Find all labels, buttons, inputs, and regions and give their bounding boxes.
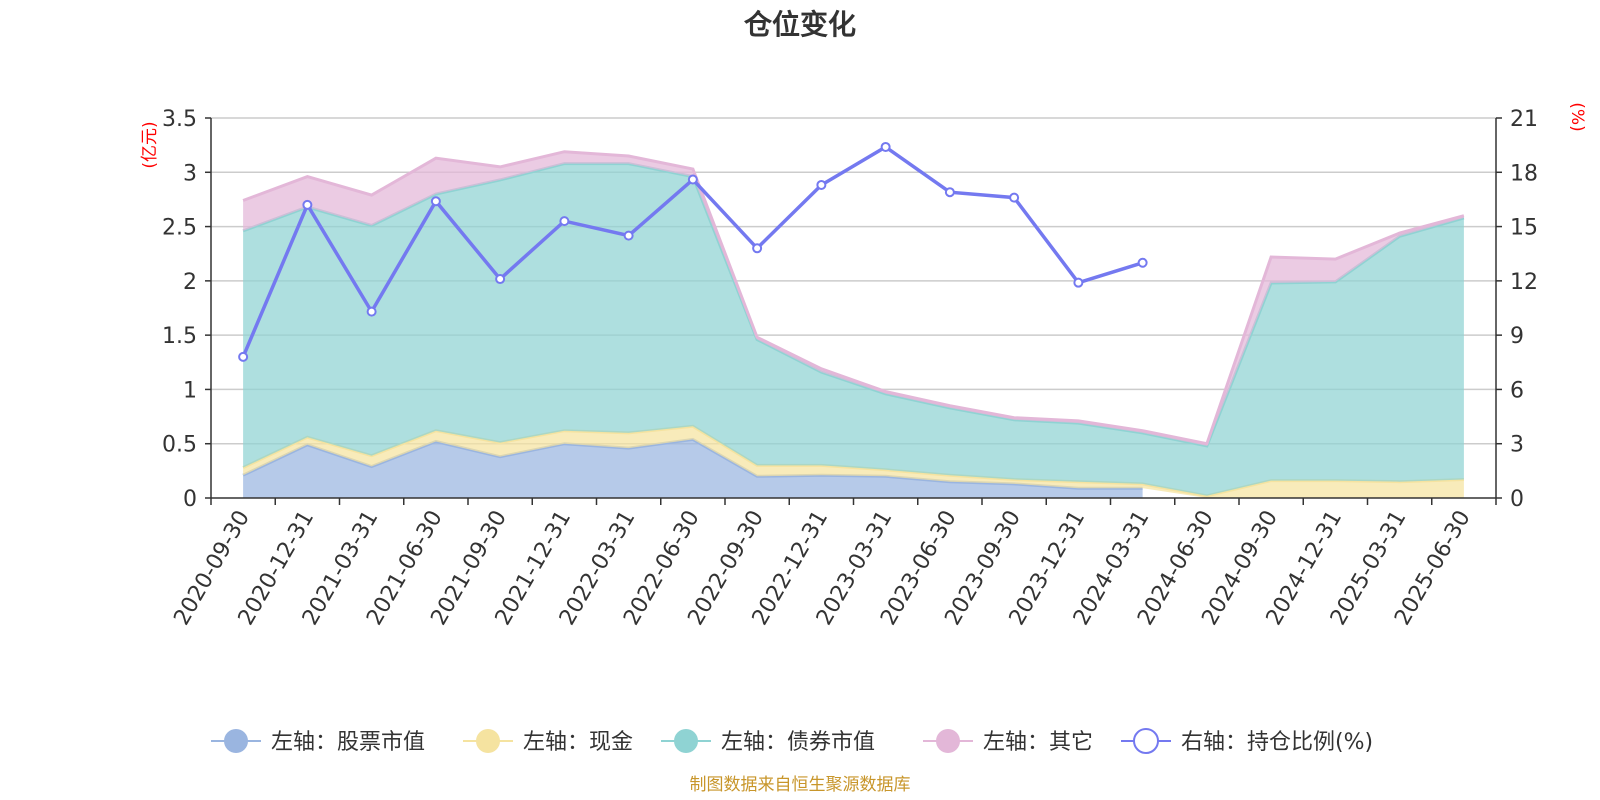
left-axis-unit: (亿元)	[140, 121, 160, 168]
area-line-4	[242, 150, 1465, 446]
right-tick-label: 0	[1510, 487, 1524, 512]
legend-label: 左轴：债券市值	[721, 730, 875, 755]
right-tick-label: 9	[1510, 324, 1524, 349]
left-tick-label: 2	[183, 270, 197, 295]
left-tick-label: 1	[183, 378, 197, 403]
legend-item: 左轴：现金	[463, 729, 633, 755]
ratio-point	[238, 351, 249, 362]
ratio-point	[944, 187, 955, 198]
legend-label: 左轴：其它	[983, 730, 1093, 755]
right-axis-unit: (%)	[1567, 102, 1587, 131]
legend-item: 左轴：债券市值	[661, 729, 875, 755]
ratio-point	[430, 196, 441, 207]
legend-item: 左轴：其它	[923, 729, 1093, 755]
legend-marker	[936, 729, 960, 753]
plot-area: 00.511.522.533.50369121518212020-09-3020…	[162, 107, 1538, 630]
right-tick-label: 12	[1510, 270, 1538, 295]
ratio-point	[816, 179, 827, 190]
ratio-point	[366, 306, 377, 317]
legend-item: 左轴：股票市值	[211, 729, 425, 755]
ratio-point	[687, 174, 698, 185]
ratio-point	[1137, 257, 1148, 268]
ratio-point	[495, 274, 506, 285]
ratio-point	[1073, 277, 1084, 288]
area-3	[243, 163, 1464, 496]
right-tick-label: 18	[1510, 161, 1538, 186]
right-tick-label: 21	[1510, 107, 1538, 132]
left-tick-label: 0.5	[162, 433, 197, 458]
legend-marker	[1133, 728, 1159, 754]
left-tick-label: 2.5	[162, 216, 197, 241]
ratio-point	[302, 199, 313, 210]
right-tick-label: 15	[1510, 216, 1538, 241]
data-source-note: 制图数据来自恒生聚源数据库	[690, 775, 911, 795]
left-tick-label: 3.5	[162, 107, 197, 132]
ratio-point	[752, 243, 763, 254]
right-tick-label: 3	[1510, 433, 1524, 458]
legend-marker	[224, 729, 248, 753]
legend-marker	[476, 729, 500, 753]
area-1	[243, 439, 1143, 498]
legend-label: 左轴：股票市值	[271, 730, 425, 755]
area-2	[243, 426, 1464, 498]
ratio-point	[1009, 192, 1020, 203]
left-tick-label: 3	[183, 161, 197, 186]
legend-label: 左轴：现金	[523, 730, 633, 755]
left-tick-label: 1.5	[162, 324, 197, 349]
legend-label: 右轴：持仓比例(%)	[1181, 730, 1373, 755]
legend: 左轴：股票市值 左轴：现金 左轴：债券市值 左轴：其它 右轴：持仓比例(%)	[211, 728, 1373, 755]
legend-item: 右轴：持仓比例(%)	[1121, 728, 1373, 755]
left-tick-label: 0	[183, 487, 197, 512]
ratio-point	[623, 230, 634, 241]
right-tick-label: 6	[1510, 378, 1524, 403]
ratio-point	[880, 141, 891, 152]
ratio-point	[559, 216, 570, 227]
legend-marker	[674, 729, 698, 753]
chart-title: 仓位变化	[744, 8, 856, 41]
